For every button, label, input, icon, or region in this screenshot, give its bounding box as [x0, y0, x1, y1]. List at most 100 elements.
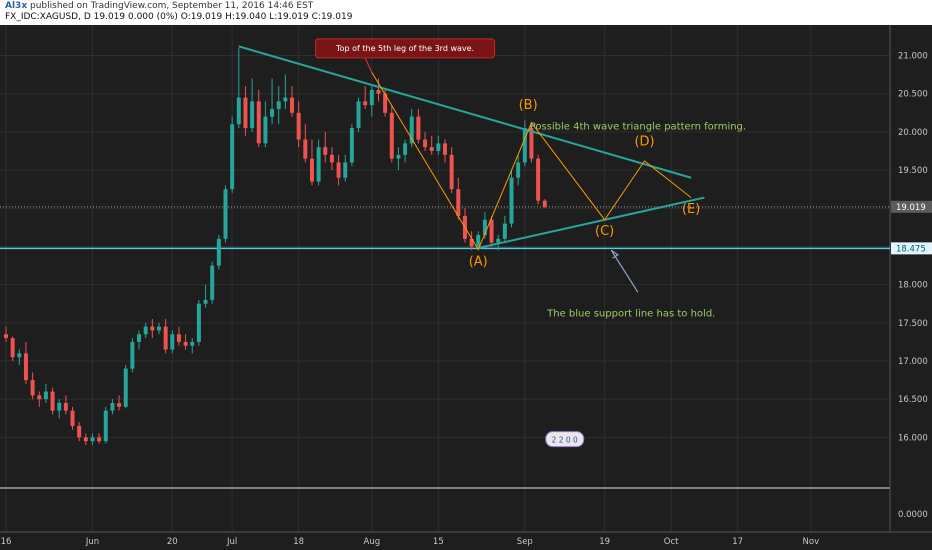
time-tick-label: 16 — [1, 537, 12, 547]
time-tick-label: 15 — [433, 537, 444, 547]
candle-body — [522, 128, 527, 163]
event-badge-text: 2 2 0 0 — [552, 436, 578, 445]
wave-label: (E) — [682, 202, 700, 217]
candle-body — [43, 391, 48, 400]
candle-body — [529, 128, 534, 159]
candle-body — [30, 380, 35, 396]
callout-box — [315, 38, 496, 59]
support-arrow — [610, 249, 639, 293]
candle-body — [429, 147, 434, 151]
candle-body — [270, 109, 275, 117]
price-tick-label: 16.000 — [898, 433, 928, 443]
candle-body — [256, 101, 261, 144]
candle-body — [216, 238, 221, 266]
candle-body — [183, 341, 188, 346]
time-tick-label: Oct — [664, 537, 679, 547]
candle-body — [170, 334, 175, 350]
candle-body — [336, 162, 341, 178]
candle-body — [356, 101, 361, 129]
wave-label: (A) — [469, 255, 488, 270]
price-tick-label: 17.500 — [898, 319, 928, 329]
price-tag — [891, 242, 932, 255]
published-line: Al3x published on TradingView.com, Septe… — [5, 1, 313, 11]
annotation-text: Possible 4th wave triangle pattern formi… — [530, 122, 746, 133]
candle-body — [290, 97, 295, 113]
candle-body — [163, 326, 168, 350]
candle-body — [263, 116, 268, 144]
candle-body — [509, 177, 514, 224]
candle-body — [230, 124, 235, 190]
wave-label: (B) — [519, 98, 538, 113]
candle-body — [17, 353, 22, 358]
candle-body — [50, 391, 55, 411]
candle-body — [103, 410, 108, 442]
candle-body — [276, 101, 281, 109]
indicator-pane — [0, 25, 932, 533]
time-tick-label: Sep — [517, 537, 533, 547]
candle-body — [489, 219, 494, 243]
time-tick-label: 18 — [293, 537, 304, 547]
candle-body — [409, 116, 414, 144]
candle-body — [63, 403, 68, 411]
candle-body — [303, 139, 308, 159]
price-tick-label: 18.000 — [898, 281, 928, 291]
candle-body — [396, 154, 401, 159]
price-tick-label: 17.000 — [898, 357, 928, 367]
candle-body — [316, 147, 321, 182]
price-tick-label: 20.000 — [898, 128, 928, 138]
candle-body — [363, 101, 368, 106]
candle-body — [83, 437, 88, 442]
candle-body — [449, 154, 454, 190]
candle-body — [309, 158, 314, 182]
price-chart[interactable]: (A) (B) (C) (D) (E) Top of the 5th leg of the… — [0, 25, 932, 550]
candle-body — [97, 437, 102, 442]
candle-body — [90, 437, 95, 442]
candle-body — [4, 334, 8, 339]
candle-body — [123, 368, 128, 407]
published-text: published on TradingView.com, September … — [30, 1, 314, 11]
price-tag-label: 18.475 — [896, 244, 926, 254]
candle-body — [23, 353, 28, 381]
candle-body — [283, 97, 288, 102]
symbol-info-line: FX_IDC:XAGUSD, D 19.019 0.000 (0%) O:19.… — [5, 12, 353, 22]
candle-body — [369, 89, 374, 106]
candle-body — [542, 200, 547, 207]
candle-body — [236, 97, 241, 125]
candle-body — [143, 326, 148, 335]
price-tick-label: 20.500 — [898, 90, 928, 100]
price-tag-label: 19.019 — [896, 203, 926, 213]
price-axis[interactable]: 21.00020.50020.00019.50019.00018.50018.0… — [891, 52, 932, 520]
candle-body — [37, 395, 42, 400]
resistance-line — [238, 45, 692, 179]
trend-lines — [238, 45, 705, 249]
candle-body — [130, 341, 135, 369]
candle-body — [443, 143, 447, 155]
time-tick-label: Aug — [364, 537, 381, 547]
candle-body — [536, 158, 541, 201]
candle-body — [376, 89, 381, 94]
arrow-head-icon — [610, 249, 619, 259]
price-tag — [891, 200, 932, 213]
time-axis[interactable]: 16 Jun 20 Jul 18 Aug 15 Sep 19 Oct 17 Nov — [1, 537, 820, 547]
candle-body — [476, 235, 481, 247]
candle-body — [469, 238, 474, 247]
candle-body — [516, 162, 521, 178]
support-line — [478, 196, 705, 249]
author-link[interactable]: Al3x — [5, 1, 28, 11]
callout-pointer — [364, 57, 373, 73]
candle-body — [110, 403, 115, 411]
candle-body — [296, 112, 301, 140]
candle-body — [502, 223, 507, 239]
price-tick-label: 21.000 — [898, 52, 928, 62]
candle-body — [243, 97, 248, 129]
candle-body — [343, 162, 348, 178]
price-tick-label: 19.500 — [898, 166, 928, 176]
indicator-tick-label: 0.0000 — [898, 510, 928, 520]
candle-body — [57, 403, 62, 411]
candle-body — [210, 265, 215, 300]
wave-label: (D) — [634, 135, 654, 150]
price-tick-label: 16.500 — [898, 395, 928, 405]
wave-label: (C) — [595, 224, 614, 239]
annotations: (A) (B) (C) (D) (E) Top of the 5th leg of the… — [315, 38, 746, 448]
candle-body — [403, 143, 408, 155]
